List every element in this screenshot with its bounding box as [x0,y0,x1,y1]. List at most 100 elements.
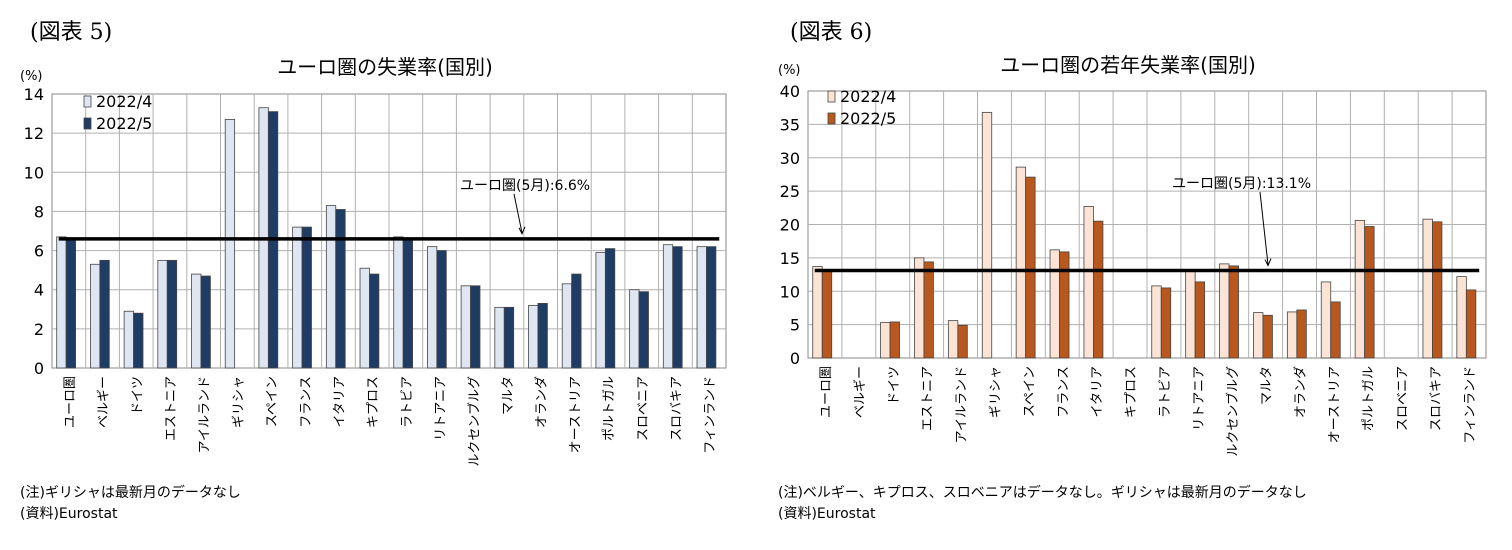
bar-may [503,306,515,369]
figure-label: (図表 5) [30,20,113,45]
bar-apr [880,322,891,359]
y-tick-label: 4 [34,281,44,300]
reference-callout-line [1259,191,1269,265]
bar-may [957,324,968,359]
chart-title: ユーロ圏の失業率(国別) [277,55,493,79]
reference-line-label: ユーロ圏(5月):6.6% [460,178,590,194]
x-category-label: スロバキア [669,376,684,441]
bar-may [1364,226,1375,359]
bar-may [1262,314,1273,359]
bar-apr [561,283,573,369]
bar-apr [292,226,303,369]
bar-may [369,273,380,369]
x-category-label: ポルトガル [602,376,617,441]
y-tick-label: 10 [24,163,44,182]
legend-label: 2022/5 [840,109,896,128]
chart-note: (注)ベルギー、キプロス、スロベニアはデータなし。ギリシャは最新月のデータなし [778,485,1307,501]
x-category-label: ポルトガル [1361,366,1376,431]
legend-swatch [83,117,92,130]
bar-may [1025,176,1036,359]
bar-apr [1456,276,1467,359]
x-category-label: イタリア [1090,366,1105,417]
y-tick-label: 5 [790,316,800,335]
x-category-label: フランス [299,376,314,428]
x-category-label: スロバキア [1429,366,1444,431]
x-category-label: リトアニア [1192,366,1207,431]
bar-apr [1422,218,1433,359]
bar-apr [427,246,438,369]
legend-swatch [827,90,836,103]
bar-apr [981,111,993,359]
y-axis-unit: (%) [20,69,43,84]
x-category-label: ルクセンブルグ [1225,366,1241,457]
x-category-label: マルタ [1260,366,1275,405]
x-category-label: ギリシャ [988,366,1003,418]
bar-may [200,275,211,369]
youth-unemployment-chart: ユーロ圏の若年失業率(国別) (%) 0 5 10 15 20 25 30 35 40 ユーロ圏 ベルギ… [778,53,1487,457]
bar-may [436,250,447,369]
x-category-label: キプロス [366,376,381,428]
bar-apr [595,252,606,369]
chart-source: (資料)Eurostat [20,506,118,522]
x-category-label: オランダ [535,376,550,428]
x-category-label: イタリア [332,376,347,427]
x-category-label: フィンランド [1463,366,1478,444]
bar-may [1160,287,1172,359]
bar-may [402,238,413,369]
x-category-label: スロベニア [636,376,651,441]
bar-may [1059,251,1070,359]
bar-apr [1049,249,1060,359]
bar-apr [359,267,370,369]
bar-apr [696,246,707,369]
x-category-label: ドイツ [887,366,902,405]
bar-apr [1083,206,1094,359]
reference-callout-arrow [1264,258,1272,267]
bar-apr [157,259,168,369]
figure-5-panel: (図表 5) ユーロ圏の失業率(国別) (%) 0 2 4 6 8 10 12 14 ユーロ圏 ベルギ… [20,20,727,522]
x-category-label: オーストリア [568,376,583,453]
bar-apr [1219,263,1230,359]
y-tick-label: 0 [790,349,800,368]
chart-title: ユーロ圏の若年失業率(国別) [1000,53,1256,77]
bar-may [604,248,616,369]
y-tick-label: 25 [780,182,800,201]
x-category-label: オランダ [1294,366,1309,418]
y-tick-label: 6 [34,242,44,261]
legend-label: 2022/5 [96,114,152,133]
x-category-label: フィンランド [703,376,718,454]
bar-apr [90,263,101,369]
bar-apr [947,320,959,359]
reference-callout-arrow [518,226,526,236]
bar-may [923,261,934,359]
bar-may [166,259,178,369]
bar-may [672,246,683,369]
bar-may [1296,309,1307,359]
legend-label: 2022/4 [840,87,896,106]
bar-apr [914,257,925,359]
bar-may [301,226,312,369]
x-category-label: ユーロ圏 [63,376,78,428]
x-category-label: ユーロ圏 [819,366,834,418]
bar-apr [662,244,674,369]
bar-apr [191,273,202,369]
x-category-label: アイルランド [955,366,970,443]
chart-note: (注)ギリシャは最新月のデータなし [20,485,241,501]
x-category-label: ベルギー [97,376,112,428]
bar-apr [1185,270,1196,359]
bar-may [571,273,582,369]
bar-may [65,238,76,369]
y-tick-label: 12 [24,124,44,143]
bar-may [821,270,833,359]
bar-apr [1015,166,1027,359]
bar-apr [1320,281,1332,359]
x-category-label: アイルランド [198,376,213,453]
bar-may [335,209,346,369]
bar-may [1432,221,1443,359]
bar-may [537,303,548,369]
bar-may [1465,289,1477,359]
bar-apr [224,119,236,369]
legend-swatch [83,95,92,108]
bar-may [99,259,110,369]
x-category-label: スロベニア [1395,366,1410,431]
bar-may [1194,281,1206,359]
